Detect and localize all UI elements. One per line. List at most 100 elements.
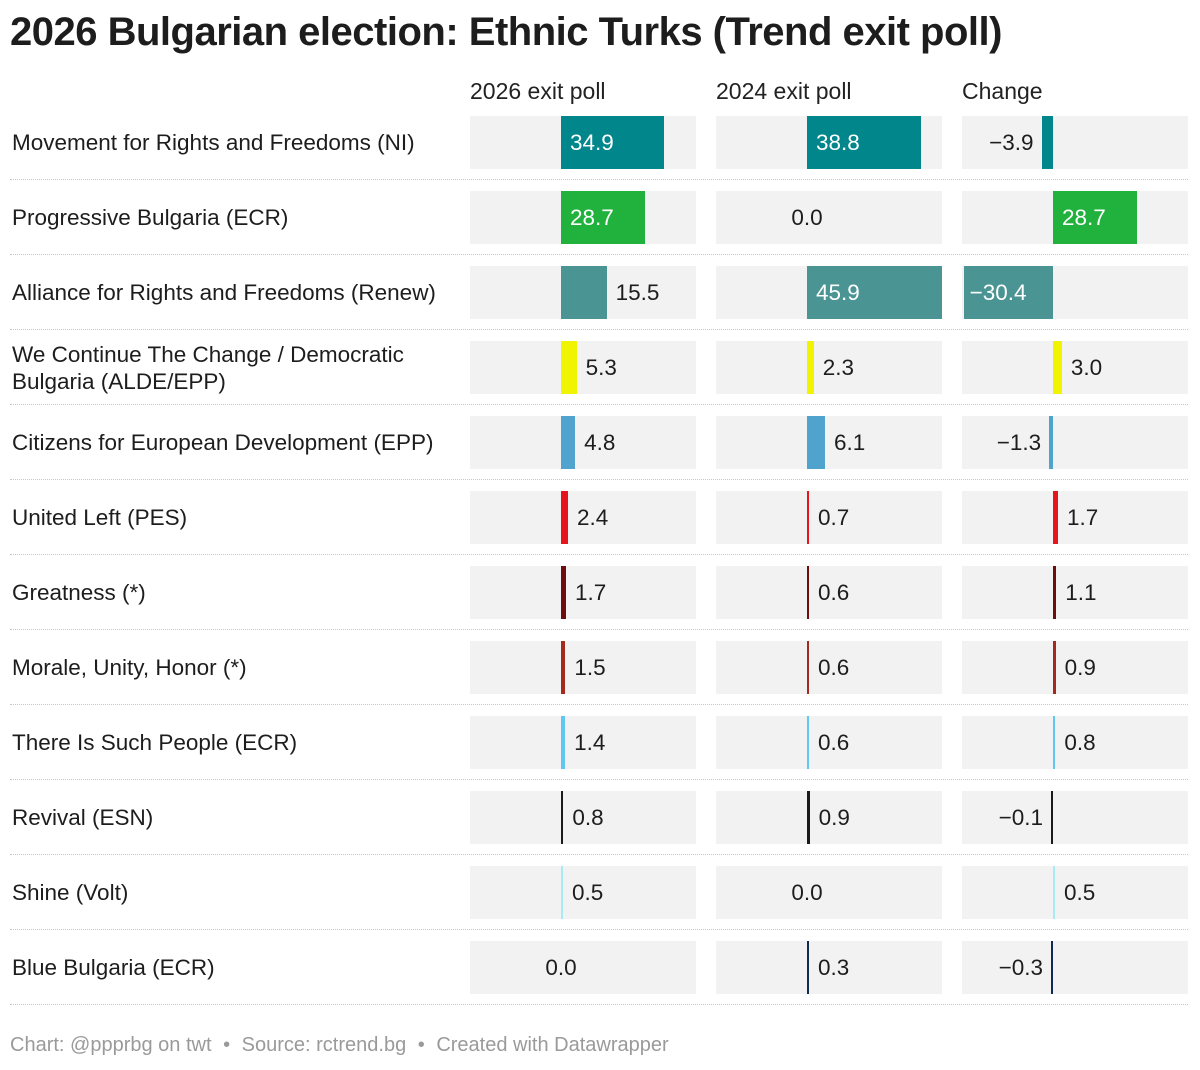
cell-2026: 1.4 [470,716,696,769]
value-label-change: −0.1 [998,805,1043,830]
bar-2026 [561,416,576,469]
cell-change: 1.7 [962,491,1188,544]
table-row: Citizens for European Development (EPP) 4… [10,405,1188,480]
cell-2026: 28.7 [470,191,696,244]
cell-2024: 0.6 [716,566,942,619]
cell-2026: 34.9 [470,116,696,169]
bar-change [1053,866,1055,919]
value-label-change: −30.4 [969,280,1027,305]
bar-change [1053,566,1057,619]
cell-2024: 38.8 [716,116,942,169]
cell-change: 0.8 [962,716,1188,769]
chart-credit: Chart: @ppprbg on twt [10,1034,212,1056]
table-row: Shine (Volt) 0.5 0.0 0.5 [10,855,1188,930]
row-divider [10,704,1188,705]
cell-change: −0.1 [962,791,1188,844]
cell-change: −30.4 [962,266,1188,319]
table-row: Morale, Unity, Honor (*) 1.5 0.6 0.9 [10,630,1188,705]
bar-change [1051,791,1053,844]
cell-change: −0.3 [962,941,1188,994]
bar-2026 [561,716,566,769]
bar-2024 [807,566,809,619]
bar-change [1053,716,1056,769]
cell-2026: 0.8 [470,791,696,844]
row-divider [10,1004,1188,1005]
value-label-2026: 1.7 [575,580,607,605]
cell-2026: 15.5 [470,266,696,319]
table-row: There Is Such People (ECR) 1.4 0.6 0.8 [10,705,1188,780]
value-label-change: 1.1 [1065,580,1097,605]
value-label-change: 0.5 [1064,880,1096,905]
column-header-change: Change [962,78,1043,104]
cell-2024: 45.9 [716,266,942,319]
value-label-2026: 4.8 [584,430,616,455]
bar-2026 [561,866,563,919]
bar-2024 [807,491,810,544]
value-label-2024: 0.9 [818,805,850,830]
row-divider [10,554,1188,555]
value-label-change: 0.8 [1064,730,1096,755]
value-label-2026: 1.4 [574,730,606,755]
row-divider [10,404,1188,405]
row-divider [10,779,1188,780]
table-row: Blue Bulgaria (ECR) 0.0 0.3 −0.3 [10,930,1188,1005]
bar-2024 [807,341,814,394]
value-label-2026: 2.4 [577,505,609,530]
cell-change: −1.3 [962,416,1188,469]
value-label-change: −0.3 [998,955,1043,980]
row-divider [10,629,1188,630]
cell-2026: 1.5 [470,641,696,694]
cell-change: 0.5 [962,866,1188,919]
cell-2026: 1.7 [470,566,696,619]
party-label: Shine (Volt) [12,880,129,905]
cell-change: 1.1 [962,566,1188,619]
value-label-2024: 45.9 [816,280,860,305]
bar-2024 [807,941,809,994]
cell-2024: 0.6 [716,641,942,694]
value-label-2024: 0.6 [818,730,850,755]
bar-change [963,266,1053,319]
row-divider [10,254,1188,255]
bar-2024 [807,116,922,169]
cell-2026: 2.4 [470,491,696,544]
value-label-2024: 0.0 [791,205,823,230]
bar-2026 [561,791,564,844]
bar-2024 [807,641,809,694]
cell-change: 3.0 [962,341,1188,394]
bar-2026 [561,641,566,694]
bar-2024 [807,416,825,469]
value-label-2026: 5.3 [585,355,617,380]
source-note: Source: rctrend.bg [241,1034,407,1056]
value-label-2026: 0.8 [572,805,604,830]
cell-change: −3.9 [962,116,1188,169]
cell-2024: 0.3 [716,941,942,994]
value-label-change: 3.0 [1070,355,1103,380]
bar-change [1053,641,1056,694]
party-label: Revival (ESN) [12,805,154,830]
party-label: We Continue The Change / Democratic Bulg… [12,341,404,394]
cell-2024: 0.7 [716,491,942,544]
value-label-2024: 6.1 [833,430,866,455]
bar-2024 [807,266,942,319]
table-row: We Continue The Change / Democratic Bulg… [10,330,1188,405]
bar-change [1051,941,1053,994]
value-label-change: 28.7 [1062,205,1106,230]
cell-2026: 5.3 [470,341,696,394]
datawrapper-note: Created with Datawrapper [436,1034,669,1056]
value-label-2026: 34.9 [570,130,614,155]
chart-title: 2026 Bulgarian election: Ethnic Turks (T… [10,10,1002,54]
bar-2024 [807,716,809,769]
value-label-2026: 15.5 [615,280,660,305]
party-label: Greatness (*) [12,580,146,605]
value-label-2026: 28.7 [570,205,614,230]
value-label-2026: 0.0 [545,955,577,980]
party-label: United Left (PES) [12,505,188,530]
table-row: Progressive Bulgaria (ECR) 28.7 0.0 28.7 [10,180,1188,255]
party-label: Morale, Unity, Honor (*) [12,655,247,680]
value-label-change: −3.9 [989,130,1034,155]
value-label-2024: 0.3 [818,955,850,980]
row-divider [10,179,1188,180]
party-label: There Is Such People (ECR) [12,730,298,755]
column-header-2024: 2024 exit poll [716,78,852,104]
cell-2024: 0.0 [716,191,942,244]
